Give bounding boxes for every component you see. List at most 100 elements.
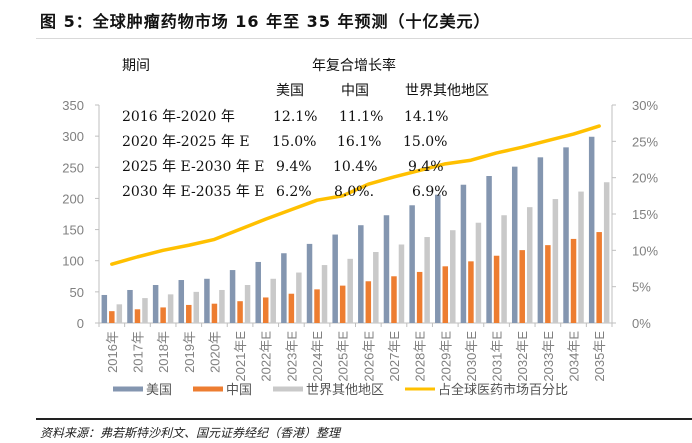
legend-us-label: 美国: [146, 382, 172, 397]
cagr-row-value-row: 6.9%: [412, 184, 448, 200]
cagr-row-value-row: 9.4%: [408, 159, 444, 175]
bar-rest-of-world: [398, 244, 405, 323]
source-note: 资料来源：弗若斯特沙利文、国元证券经纪（香港）整理: [40, 426, 341, 440]
x-tick-label: 2018年: [156, 331, 171, 373]
bars-group: [101, 136, 610, 323]
bar-us: [383, 215, 390, 323]
x-tick-label: 2030年E: [464, 331, 479, 382]
bar-china: [314, 289, 320, 323]
bar-china: [109, 311, 115, 323]
cagr-row-value-china: 11.1%: [339, 109, 383, 125]
bar-rest-of-world: [552, 199, 559, 323]
cagr-row-value-china: 16.1%: [337, 134, 381, 150]
market-forecast-chart: 0 50 100 150 200 250 300 350 0% 5% 10% 15% 20% 25% 30%…: [62, 57, 658, 397]
y2-tick-label: 10%: [632, 243, 658, 258]
axes-group: 0 50 100 150 200 250 300 350 0% 5% 10% 15% 20% 25% 30%: [62, 98, 658, 331]
bar-rest-of-world: [450, 230, 456, 323]
legend: 美国 中国 世界其他地区 占全球医药市场百分比: [113, 382, 568, 397]
x-tick-label: 2016年: [105, 331, 120, 373]
y-tick-label: 150: [62, 223, 84, 238]
bar-rest-of-world: [193, 291, 200, 323]
cagr-table: 期间 年复合增长率 美国 中国 世界其他地区 2016 年-2020 年 12.…: [122, 57, 489, 200]
line-share-of-global-pharma-market: [110, 124, 601, 266]
legend-china-swatch: [193, 386, 223, 392]
bar-china: [468, 261, 474, 323]
legend-share-line-swatch: [405, 387, 435, 391]
cagr-column-china: 中国: [341, 83, 369, 99]
bar-rest-of-world: [373, 251, 379, 323]
x-tick-label: 2017年: [130, 331, 145, 373]
cagr-row-period: 2020 年-2025 年 E: [122, 134, 250, 150]
cagr-row-value-row: 15.0%: [403, 134, 447, 150]
x-tick-label: 2025年E: [336, 331, 351, 382]
line-group: [110, 124, 601, 266]
y2-tick-label: 30%: [632, 98, 658, 113]
bar-china: [134, 309, 141, 323]
bar-china: [570, 238, 577, 323]
bar-us: [306, 243, 313, 323]
x-tick-label: 2019年: [182, 331, 197, 373]
bar-china: [288, 293, 295, 323]
y-tick-label: 250: [62, 160, 84, 175]
x-tick-label: 2026年E: [361, 331, 376, 382]
bar-us: [358, 225, 364, 323]
bar-china: [237, 301, 243, 323]
title-divider: [36, 38, 692, 39]
y-tick-label: 0: [77, 316, 84, 331]
figure-title: 图 5：全球肿瘤药物市场 16 年至 35 年预测（十亿美元）: [40, 12, 491, 31]
x-tick-label: 2035年E: [592, 331, 607, 382]
cagr-row-value-us: 6.2%: [276, 184, 312, 200]
x-tick-label: 2032年E: [515, 331, 530, 382]
bar-china: [596, 232, 602, 323]
bar-us: [409, 205, 415, 323]
bar-china: [493, 255, 500, 323]
bar-us: [486, 176, 492, 323]
bar-china: [365, 281, 372, 323]
y2-tick-label: 20%: [632, 171, 658, 186]
bar-us: [127, 289, 133, 323]
x-tick-label: 2024年E: [310, 331, 325, 382]
bar-rest-of-world: [321, 265, 328, 323]
y2-tick-label: 15%: [632, 207, 658, 222]
bar-rest-of-world: [475, 222, 482, 323]
bar-rest-of-world: [501, 215, 507, 323]
cagr-row-value-us: 12.1%: [273, 109, 317, 125]
bar-china: [391, 276, 397, 323]
x-tick-label: 2031年E: [490, 331, 505, 382]
legend-share-line: 占全球医药市场百分比: [405, 382, 568, 397]
bar-china: [442, 266, 449, 323]
bar-rest-of-world: [270, 278, 276, 323]
bar-rest-of-world: [296, 272, 302, 323]
x-tick-label: 2034年E: [567, 331, 582, 382]
cagr-column-row: 世界其他地区: [405, 83, 489, 99]
legend-us: 美国: [113, 382, 172, 397]
x-tick-label: 2033年E: [541, 331, 556, 382]
y-tick-label: 200: [62, 191, 84, 206]
bar-rest-of-world: [347, 258, 353, 323]
bar-china: [160, 307, 166, 323]
bar-us: [460, 184, 467, 323]
y-tick-label: 300: [62, 129, 84, 144]
bar-rest-of-world: [219, 289, 225, 323]
cagr-row-value-us: 9.4%: [276, 159, 312, 175]
x-tick-label: 2023年E: [284, 331, 299, 382]
bar-us: [204, 278, 210, 323]
bar-us: [563, 147, 569, 323]
x-tick-label: 2029年E: [438, 331, 453, 382]
cagr-period-header: 期间: [122, 58, 150, 74]
cagr-row-value-china: 8.0%.: [334, 184, 374, 200]
x-tick-labels: 2016年 2017年 2018年 2019年 2020年 2021年E 2022年E 202…: [105, 331, 607, 382]
x-tick-label: 2020年: [207, 331, 222, 373]
bar-rest-of-world: [526, 207, 533, 323]
y-tick-label: 50: [70, 285, 84, 300]
x-tick-label: 2021年E: [233, 331, 248, 382]
y-tick-label: 350: [62, 98, 84, 113]
cagr-row-period: 2030 年 E-2035 年 E: [122, 184, 265, 200]
y-tick-label: 100: [62, 254, 84, 269]
bar-us: [332, 234, 338, 323]
legend-china-label: 中国: [226, 382, 252, 397]
legend-rest-of-world: 世界其他地区: [273, 382, 384, 397]
cagr-row-period: 2025 年 E-2030 年 E: [122, 159, 265, 175]
bar-rest-of-world: [578, 191, 584, 323]
y2-tick-label: 5%: [632, 280, 651, 295]
